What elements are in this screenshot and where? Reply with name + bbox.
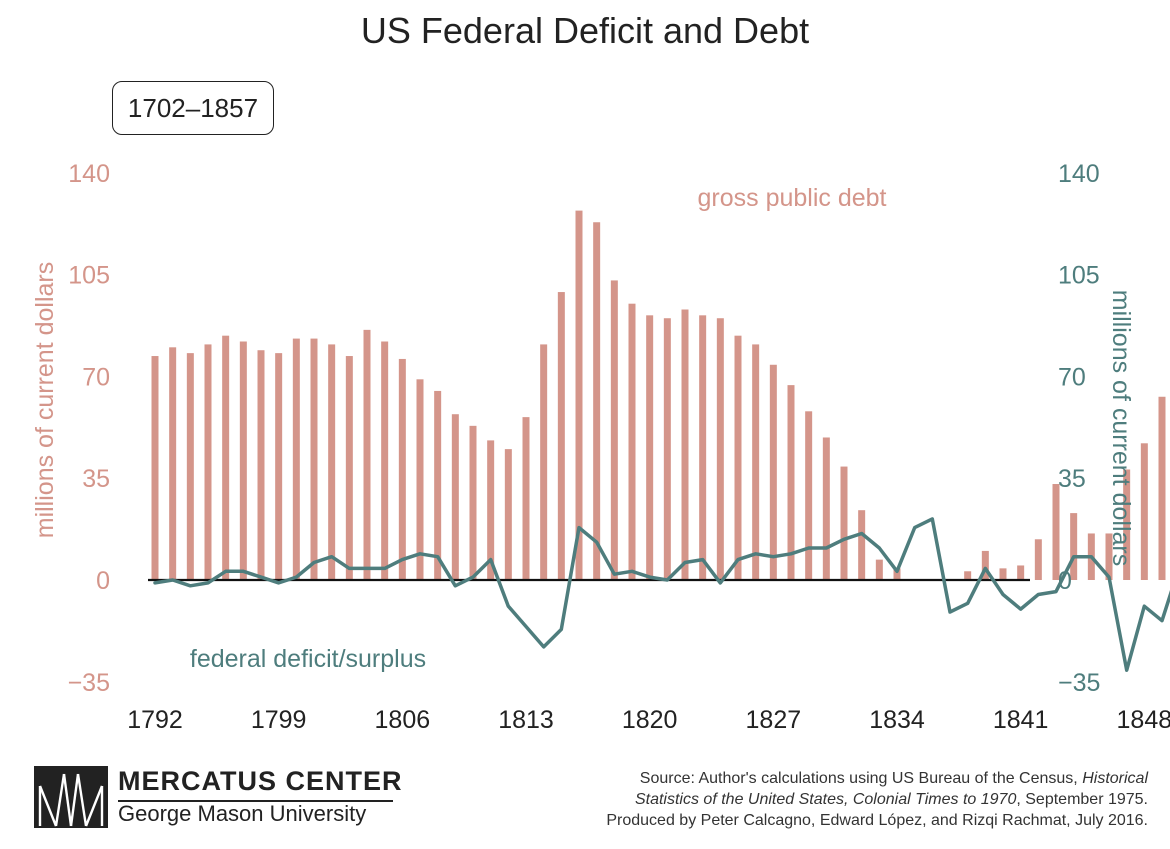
debt-bar-1846 [1105, 533, 1113, 580]
source-line1-prefix: Source: Author's calculations using US B… [639, 770, 1083, 787]
debt-bar-1804 [363, 329, 371, 580]
x-tick-1792: 1792 [127, 706, 183, 734]
debt-bar-1825 [734, 335, 742, 580]
debt-bar-1823 [699, 315, 707, 580]
debt-bar-1811 [487, 440, 495, 580]
debt-bar-1840 [999, 568, 1007, 580]
right-tick-35: 35 [1058, 465, 1086, 493]
debt-bar-1805 [381, 341, 389, 580]
debt-deficit-chart: −35 −35 0 0 35 35 70 70 105 105 140 140 1792 1799 1806… [31, 160, 1170, 734]
right-tick-70: 70 [1058, 363, 1086, 391]
debt-bar-1838 [964, 571, 972, 580]
debt-bar-1809 [451, 414, 459, 580]
left-tick-140: 140 [68, 160, 110, 188]
debt-bar-1815 [557, 292, 565, 580]
debt-bar-1842 [1034, 539, 1042, 580]
source-note: Source: Author's calculations using US B… [588, 768, 1148, 831]
x-tick-1827: 1827 [746, 706, 802, 734]
debt-bar-1792 [151, 356, 159, 580]
debt-bar-1807 [416, 379, 424, 580]
x-tick-1834: 1834 [869, 706, 925, 734]
debt-bar-1817 [593, 222, 601, 580]
debt-bar-1812 [504, 449, 512, 580]
debt-bar-1824 [716, 318, 724, 580]
debt-bar-1829 [805, 411, 813, 580]
left-tick-70: 70 [82, 363, 110, 391]
debt-bar-1841 [1017, 565, 1025, 580]
debt-bar-1831 [840, 466, 848, 580]
left-tick-105: 105 [68, 262, 110, 290]
debt-bar-1827 [769, 364, 777, 580]
deficit-series-label: federal deficit/surplus [190, 645, 426, 673]
right-tick--35: −35 [1058, 669, 1100, 697]
debt-bar-1821 [663, 318, 671, 580]
x-tick-1813: 1813 [498, 706, 554, 734]
debt-bar-1819 [628, 303, 636, 580]
right-axis-title: millions of current dollars [1107, 290, 1135, 567]
debt-bar-1802 [328, 344, 336, 580]
logo-title: MERCATUS CENTER [118, 766, 403, 796]
right-tick-105: 105 [1058, 262, 1100, 290]
left-tick-35: 35 [82, 465, 110, 493]
x-tick-1848: 1848 [1117, 706, 1170, 734]
debt-bar-1803 [345, 356, 353, 580]
debt-series-label: gross public debt [697, 184, 886, 212]
debt-bar-1826 [752, 344, 760, 580]
logo-divider [118, 800, 393, 802]
x-tick-1820: 1820 [622, 706, 678, 734]
x-tick-1841: 1841 [993, 706, 1049, 734]
x-tick-1806: 1806 [375, 706, 431, 734]
debt-bar-1798 [257, 350, 265, 580]
source-line2-italic: Statistics of the United States, Colonia… [634, 791, 1017, 808]
debt-bar-1806 [398, 358, 406, 580]
debt-bar-1799 [275, 353, 283, 580]
left-axis-title: millions of current dollars [31, 262, 59, 539]
debt-bar-1814 [540, 344, 548, 580]
source-line2-suffix: , September 1975. [1016, 791, 1148, 808]
debt-bar-1818 [610, 280, 618, 580]
period-badge-label: 1702–1857 [127, 92, 259, 123]
left-tick-0: 0 [96, 567, 110, 595]
debt-bar-1822 [681, 309, 689, 580]
debt-bar-1834 [893, 568, 901, 580]
debt-bar-1839 [981, 550, 989, 580]
x-tick-1799: 1799 [251, 706, 307, 734]
debt-bar-1828 [787, 385, 795, 580]
debt-bar-1800 [292, 338, 300, 580]
debt-bar-1793 [169, 347, 177, 580]
debt-bar-1848 [1140, 443, 1148, 580]
debt-bar-1796 [222, 335, 230, 580]
chart-title: US Federal Deficit and Debt [360, 10, 810, 51]
left-tick--35: −35 [68, 669, 110, 697]
debt-bar-1816 [575, 210, 583, 580]
debt-bar-1801 [310, 338, 318, 580]
logo-subtitle: George Mason University [118, 801, 367, 826]
debt-bar-1849 [1158, 396, 1166, 580]
period-badge: 1702–1857 [112, 81, 274, 135]
debt-bar-1847 [1123, 469, 1131, 580]
debt-bar-1820 [646, 315, 654, 580]
debt-bar-1830 [822, 437, 830, 580]
debt-bar-1844 [1070, 513, 1078, 580]
debt-bar-1808 [434, 390, 442, 580]
mercatus-logo-icon [34, 766, 108, 828]
debt-bar-1832 [858, 510, 866, 580]
right-tick-0: 0 [1058, 567, 1072, 595]
source-line1-italic: Historical [1082, 770, 1148, 787]
debt-bar-1810 [469, 425, 477, 580]
debt-bar-1813 [522, 417, 530, 580]
deficit-line [153, 517, 1170, 672]
debt-bar-1795 [204, 344, 212, 580]
right-tick-140: 140 [1058, 160, 1100, 188]
debt-bar-1797 [239, 341, 247, 580]
debt-bar-1843 [1052, 484, 1060, 580]
source-line3: Produced by Peter Calcagno, Edward López… [606, 812, 1148, 829]
debt-bar-1794 [186, 353, 194, 580]
debt-bar-1833 [875, 559, 883, 580]
